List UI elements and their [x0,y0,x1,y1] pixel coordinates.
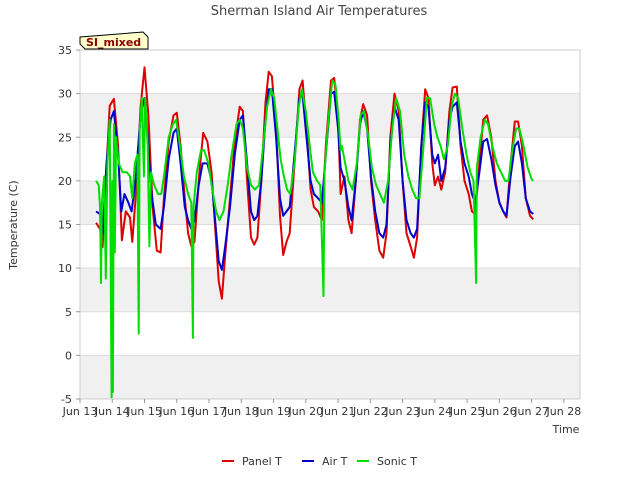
x-tick-label: Jun 28 [546,405,582,418]
x-tick-label: Jun 16 [158,405,194,418]
grid-band [80,268,580,312]
badge-label: SI_mixed [86,36,141,49]
x-tick-label: Jun 20 [287,405,323,418]
x-tick-label: Jun 24 [416,405,452,418]
chart-title: Sherman Island Air Temperatures [211,4,428,19]
y-tick-label: 10 [58,262,72,275]
x-tick-label: Jun 13 [62,405,98,418]
legend-label: Panel T [242,455,282,468]
x-tick-label: Jun 25 [449,405,485,418]
y-tick-label: 30 [58,88,72,101]
y-axis-ticks: -5 0 5 10 15 20 25 30 35 [58,44,80,406]
series-line-air-t [95,88,534,271]
x-tick-label: Jun 18 [223,405,259,418]
x-tick-label: Jun 19 [255,405,291,418]
series-line-sonic-t [95,79,534,399]
y-tick-label: 25 [58,131,72,144]
y-tick-label: 0 [65,349,72,362]
y-axis-title: Temperature (C) [7,180,20,270]
x-tick-label: Jun 27 [513,405,549,418]
y-tick-label: 15 [58,219,72,232]
series-lines [95,66,534,399]
x-tick-label: Jun 26 [481,405,517,418]
y-tick-label: 20 [58,175,72,188]
x-tick-label: Jun 15 [126,405,162,418]
x-tick-label: Jun 22 [352,405,388,418]
x-axis-title: Time [552,423,580,436]
grid-band [80,311,580,356]
grid-band [80,224,580,269]
y-tick-label: -5 [61,393,72,406]
badge: SI_mixed [79,31,149,50]
x-tick-label: Jun 17 [191,405,227,418]
x-tick-label: Jun 14 [94,405,130,418]
badge-shape [79,31,149,50]
x-tick-label: Jun 21 [320,405,356,418]
legend-label: Air T [322,455,348,468]
y-tick-label: 35 [58,44,72,57]
grid-band [80,137,580,181]
legend: Panel T Air T Sonic T [222,455,417,468]
grid-band [80,355,580,399]
y-tick-label: 5 [65,306,72,319]
legend-label: Sonic T [377,455,417,468]
x-tick-label: Jun 23 [384,405,420,418]
